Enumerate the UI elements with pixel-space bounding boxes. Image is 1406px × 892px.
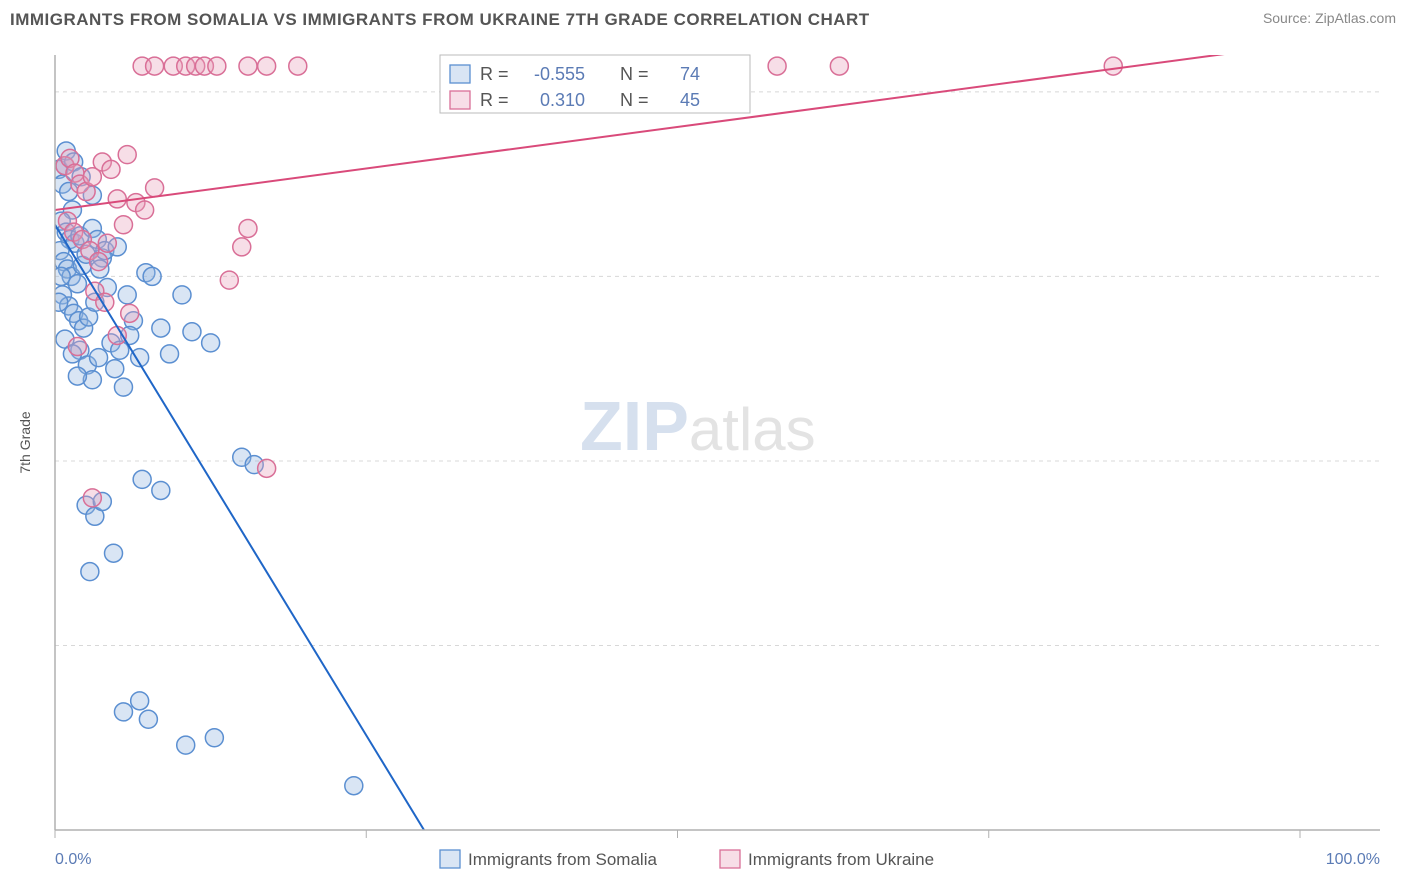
x-tick-label: 100.0% (1326, 851, 1380, 868)
series-legend-swatch (440, 850, 460, 868)
data-point (108, 190, 126, 208)
data-point (239, 219, 257, 237)
data-point (146, 179, 164, 197)
chart-container: ZIPatlas85.0%90.0%95.0%100.0%0.0%100.0%7… (10, 40, 1396, 882)
data-point (68, 275, 86, 293)
y-axis-title: 7th Grade (17, 411, 33, 473)
legend-r-label: R = (480, 64, 509, 84)
data-point (118, 146, 136, 164)
data-point (114, 378, 132, 396)
data-point (114, 216, 132, 234)
chart-title: IMMIGRANTS FROM SOMALIA VS IMMIGRANTS FR… (10, 10, 870, 30)
data-point (68, 338, 86, 356)
legend-n-value: 74 (680, 64, 700, 84)
source-value: ZipAtlas.com (1315, 10, 1396, 26)
legend-r-value: -0.555 (534, 64, 585, 84)
legend-n-label: N = (620, 64, 649, 84)
data-point (830, 57, 848, 75)
data-point (68, 367, 86, 385)
data-point (1104, 57, 1122, 75)
data-point (102, 160, 120, 178)
data-point (118, 286, 136, 304)
legend-n-value: 45 (680, 90, 700, 110)
data-point (50, 293, 68, 311)
data-point (83, 489, 101, 507)
data-point (90, 253, 108, 271)
data-point (139, 710, 157, 728)
data-point (202, 334, 220, 352)
data-point (177, 736, 195, 754)
data-point (205, 729, 223, 747)
data-point (81, 563, 99, 581)
data-point (173, 286, 191, 304)
legend-r-value: 0.310 (540, 90, 585, 110)
source-attribution: Source: ZipAtlas.com (1263, 10, 1396, 26)
data-point (136, 201, 154, 219)
data-point (233, 238, 251, 256)
series-legend-swatch (720, 850, 740, 868)
data-point (152, 319, 170, 337)
data-point (258, 459, 276, 477)
watermark: ZIPatlas (580, 387, 816, 465)
data-point (143, 267, 161, 285)
data-point (258, 57, 276, 75)
data-point (90, 349, 108, 367)
x-tick-label: 0.0% (55, 851, 91, 868)
data-point (114, 703, 132, 721)
data-point (239, 57, 257, 75)
data-point (208, 57, 226, 75)
series-legend-label: Immigrants from Ukraine (748, 850, 934, 869)
data-point (161, 345, 179, 363)
header: IMMIGRANTS FROM SOMALIA VS IMMIGRANTS FR… (10, 10, 1396, 40)
data-point (152, 481, 170, 499)
legend-swatch (450, 91, 470, 109)
data-point (345, 777, 363, 795)
data-point (105, 544, 123, 562)
data-point (131, 692, 149, 710)
trend-line (55, 225, 429, 838)
correlation-scatter-chart: ZIPatlas85.0%90.0%95.0%100.0%0.0%100.0%7… (10, 40, 1396, 882)
data-point (98, 234, 116, 252)
data-point (106, 360, 124, 378)
data-point (121, 304, 139, 322)
legend-swatch (450, 65, 470, 83)
data-point (289, 57, 307, 75)
data-point (146, 57, 164, 75)
data-point (768, 57, 786, 75)
series-legend-label: Immigrants from Somalia (468, 850, 657, 869)
data-point (133, 470, 151, 488)
legend-r-label: R = (480, 90, 509, 110)
source-label: Source: (1263, 10, 1315, 26)
data-point (220, 271, 238, 289)
legend-n-label: N = (620, 90, 649, 110)
data-point (183, 323, 201, 341)
